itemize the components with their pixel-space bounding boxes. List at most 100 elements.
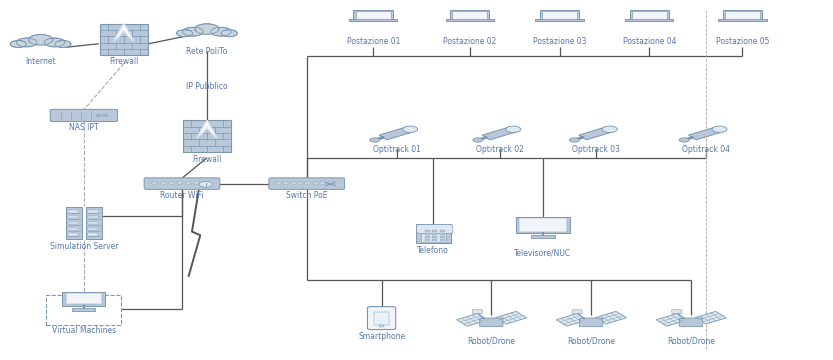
Bar (152, 182, 157, 184)
Circle shape (569, 138, 579, 142)
Bar (440, 233, 445, 235)
Polygon shape (556, 314, 587, 326)
Bar (536, 19, 584, 21)
Text: Postazione 04: Postazione 04 (622, 37, 676, 46)
Bar (66, 293, 102, 304)
Polygon shape (696, 311, 726, 324)
Bar (177, 182, 182, 184)
Circle shape (199, 181, 212, 187)
Bar (425, 236, 430, 238)
Text: Postazione 02: Postazione 02 (443, 37, 496, 46)
Bar (421, 234, 446, 242)
Bar (66, 207, 82, 239)
Circle shape (28, 35, 52, 45)
FancyBboxPatch shape (671, 310, 681, 314)
Circle shape (10, 41, 27, 48)
Text: Virtual Machines: Virtual Machines (52, 326, 116, 335)
Bar (68, 228, 78, 230)
FancyBboxPatch shape (480, 318, 503, 327)
Circle shape (195, 24, 219, 34)
Circle shape (379, 325, 384, 327)
Bar (432, 233, 437, 235)
Text: Simulation Server: Simulation Server (50, 242, 118, 251)
Bar (161, 182, 166, 184)
Bar (356, 11, 391, 19)
Polygon shape (197, 121, 217, 138)
Bar (313, 182, 318, 184)
Text: Firewall: Firewall (109, 57, 138, 66)
Bar (626, 19, 673, 21)
Text: IP Pubblico: IP Pubblico (186, 82, 227, 91)
Text: Switch PoE: Switch PoE (286, 192, 327, 201)
Circle shape (370, 138, 380, 142)
Bar (298, 182, 303, 184)
FancyBboxPatch shape (50, 109, 117, 122)
Bar (425, 239, 430, 240)
Bar (353, 10, 393, 20)
Polygon shape (579, 127, 614, 140)
Bar (632, 11, 666, 19)
Bar (425, 230, 430, 232)
Bar (374, 312, 389, 324)
Text: Internet: Internet (25, 57, 56, 66)
Bar (540, 10, 579, 20)
Bar (516, 217, 570, 233)
Text: Optitrack 01: Optitrack 01 (372, 145, 421, 154)
Bar (432, 236, 437, 238)
Text: Robot/Drone: Robot/Drone (667, 337, 715, 346)
Circle shape (17, 38, 37, 47)
Text: Rete PoliTo: Rete PoliTo (187, 46, 227, 55)
Polygon shape (596, 311, 626, 324)
Text: Optitrack 02: Optitrack 02 (476, 145, 524, 154)
Bar (17, 42, 64, 46)
Bar (202, 182, 207, 184)
Polygon shape (496, 311, 526, 324)
Bar (88, 228, 98, 230)
Polygon shape (379, 127, 414, 140)
FancyBboxPatch shape (472, 310, 482, 314)
Bar (630, 10, 669, 20)
Circle shape (712, 126, 727, 132)
Bar (726, 11, 760, 19)
Text: Televisore/NUC: Televisore/NUC (514, 248, 571, 257)
Bar (452, 11, 487, 19)
Text: Firewall: Firewall (192, 155, 222, 164)
Bar (723, 10, 762, 20)
Bar (276, 182, 281, 184)
FancyBboxPatch shape (679, 318, 702, 327)
Bar (194, 182, 199, 184)
Polygon shape (114, 24, 134, 41)
Bar (440, 230, 445, 232)
Bar (88, 216, 98, 219)
Circle shape (102, 114, 107, 117)
Text: Postazione 01: Postazione 01 (347, 37, 400, 46)
Circle shape (679, 138, 689, 142)
Bar (186, 182, 191, 184)
Polygon shape (656, 314, 687, 326)
Bar (531, 235, 555, 238)
Bar (432, 230, 437, 232)
Text: Router WiFi: Router WiFi (160, 192, 204, 201)
Bar (450, 10, 490, 20)
Bar (440, 239, 445, 240)
Bar (100, 24, 148, 55)
Bar (72, 308, 96, 311)
Text: NAS IPT: NAS IPT (69, 123, 98, 132)
Polygon shape (482, 127, 517, 140)
FancyBboxPatch shape (367, 307, 396, 329)
Bar (328, 182, 333, 184)
Bar (291, 182, 296, 184)
Circle shape (44, 38, 65, 47)
FancyBboxPatch shape (269, 178, 345, 189)
Circle shape (402, 126, 417, 132)
Bar (88, 211, 98, 213)
Bar (440, 236, 445, 238)
Bar (321, 182, 326, 184)
Bar (86, 207, 102, 239)
Text: Telefono: Telefono (417, 246, 449, 255)
Bar (283, 182, 288, 184)
Bar (446, 19, 494, 21)
FancyBboxPatch shape (580, 318, 603, 327)
FancyBboxPatch shape (144, 178, 220, 189)
Bar (68, 211, 78, 213)
